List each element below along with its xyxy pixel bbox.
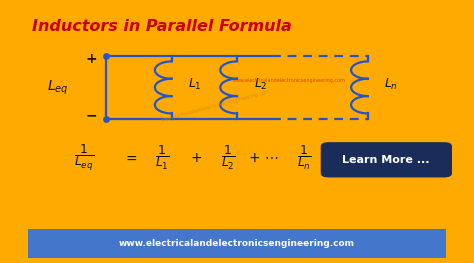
Text: $\dfrac{1}{L_2}$: $\dfrac{1}{L_2}$ <box>221 144 236 171</box>
Text: $+$: $+$ <box>190 150 201 165</box>
FancyBboxPatch shape <box>321 142 452 178</box>
Text: $L_2$: $L_2$ <box>254 77 267 92</box>
Text: −: − <box>85 109 97 123</box>
Point <box>102 54 110 58</box>
Text: $\dfrac{1}{L_1}$: $\dfrac{1}{L_1}$ <box>155 144 170 171</box>
Text: $=$: $=$ <box>123 150 137 165</box>
Text: $L_1$: $L_1$ <box>188 77 202 92</box>
Text: $+\ \cdots$: $+\ \cdots$ <box>248 150 278 165</box>
Text: Learn More ...: Learn More ... <box>342 155 430 165</box>
Text: Inductors in Parallel Formula: Inductors in Parallel Formula <box>32 19 292 34</box>
Text: $\dfrac{1}{L_n}$: $\dfrac{1}{L_n}$ <box>297 144 312 171</box>
Text: www.electricalandelectronicsengineering.com: www.electricalandelectronicsengineering.… <box>160 88 270 123</box>
Text: $L_{eq}$: $L_{eq}$ <box>47 78 69 97</box>
Text: www.electricalandelectronicsengineering.com: www.electricalandelectronicsengineering.… <box>233 78 346 83</box>
Text: +: + <box>85 52 97 66</box>
FancyBboxPatch shape <box>8 227 466 259</box>
Point <box>102 117 110 121</box>
Text: www.electricalandelectronicsengineering.com: www.electricalandelectronicsengineering.… <box>119 239 355 248</box>
Text: $\dfrac{1}{L_{eq}}$: $\dfrac{1}{L_{eq}}$ <box>74 143 94 173</box>
Text: $L_n$: $L_n$ <box>384 77 398 92</box>
